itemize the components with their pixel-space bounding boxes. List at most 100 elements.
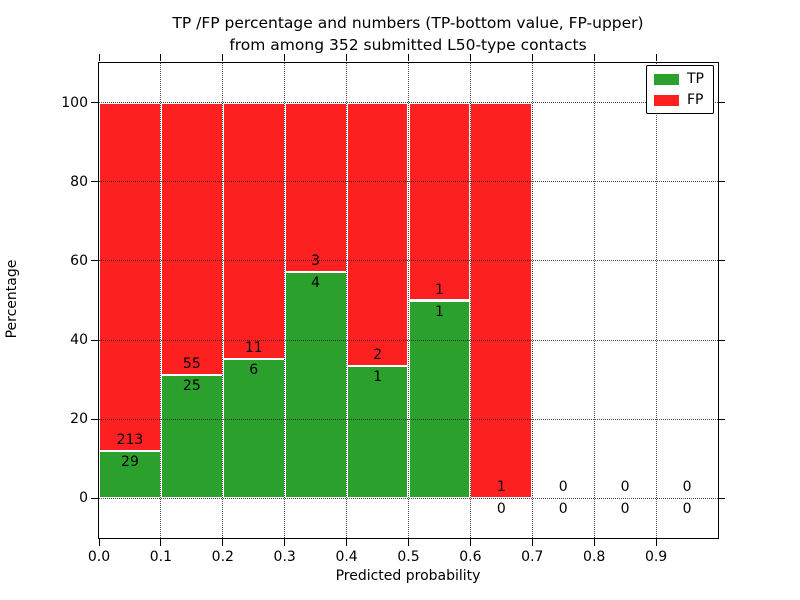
y-tick-label: 20: [70, 411, 88, 428]
fp-count-label: 0: [620, 479, 630, 496]
legend-entry-label: TP: [687, 71, 704, 87]
y-tick-mark-right: [718, 497, 725, 499]
bar-segment-tp: [99, 450, 161, 499]
fp-count-label: 3: [311, 253, 321, 270]
y-tick-mark-right: [718, 102, 725, 104]
legend-entry: FP: [654, 93, 706, 107]
gridline-horizontal: [99, 102, 718, 104]
gridline-horizontal: [99, 497, 718, 499]
x-tick-label: 0.9: [644, 549, 668, 565]
gridline-vertical: [346, 63, 348, 538]
x-tick-mark-top: [160, 54, 162, 61]
fp-count-label: 0: [682, 479, 692, 496]
gridline-vertical: [469, 63, 471, 538]
y-tick-mark: [91, 418, 98, 420]
plot-area: 213 29 55 25 11 6 3 4 2 1 1 1 1 0 0 0 0 0 0 0: [98, 62, 719, 539]
legend: TP FP: [646, 65, 714, 114]
tp-count-label: 29: [121, 453, 139, 470]
gridline-vertical: [655, 63, 657, 538]
y-axis-label: Percentage: [4, 259, 20, 339]
y-tick-label: 40: [70, 332, 88, 349]
bar-segment-tp: [160, 374, 223, 499]
y-tick-mark-right: [718, 418, 725, 420]
x-tick-mark-top: [222, 54, 224, 61]
y-tick-label: 60: [70, 252, 88, 269]
y-tick-mark: [91, 260, 98, 262]
tp-count-label: 6: [249, 361, 259, 378]
gridline-horizontal: [99, 181, 718, 183]
bar-segment-tp: [222, 358, 285, 499]
bar-segment-fp: [222, 102, 285, 359]
legend-entry-label: FP: [687, 92, 704, 108]
gridline-vertical: [593, 63, 595, 538]
x-tick-mark: [655, 539, 657, 546]
gridline-horizontal: [99, 418, 718, 420]
x-tick-label: 0.8: [583, 549, 606, 565]
x-tick-mark-top: [469, 54, 471, 61]
x-tick-mark-top: [284, 54, 286, 61]
y-tick-mark-right: [718, 181, 725, 183]
chart-title: TP /FP percentage and numbers (TP-bottom…: [8, 12, 800, 56]
bar-segment-fp: [284, 102, 347, 273]
bar-segment-fp: [99, 102, 161, 451]
y-tick-mark: [91, 497, 98, 499]
x-tick-mark: [408, 539, 409, 546]
fp-count-label: 1: [434, 281, 444, 298]
x-tick-mark-top: [98, 54, 100, 61]
y-tick-mark: [91, 102, 98, 104]
y-tick-mark: [91, 181, 98, 183]
x-tick-label: 0.5: [397, 549, 420, 565]
tp-count-label: 0: [558, 501, 568, 518]
gridline-horizontal: [99, 260, 718, 262]
x-tick-mark-top: [655, 54, 657, 61]
x-tick-label: 0.6: [459, 549, 482, 565]
tp-count-label: 0: [620, 501, 630, 518]
tp-legend-swatch: [654, 73, 679, 85]
x-tick-mark-top: [593, 54, 595, 61]
y-tick-mark-right: [718, 339, 725, 341]
tp-count-label: 25: [182, 377, 201, 394]
bar-segment-tp: [408, 300, 471, 499]
tp-count-label: 4: [311, 275, 321, 292]
bar-segment-fp: [160, 102, 223, 375]
x-tick-label: 0.4: [335, 549, 358, 565]
x-tick-mark: [160, 539, 162, 546]
x-tick-mark: [222, 539, 224, 546]
tp-count-label: 1: [434, 303, 444, 320]
x-tick-label: 0.7: [521, 549, 544, 565]
bar-segment-fp: [470, 102, 533, 499]
x-tick-mark: [531, 539, 533, 546]
y-tick-label: 80: [70, 173, 88, 190]
gridline-vertical: [222, 63, 224, 538]
x-tick-mark: [284, 539, 286, 546]
x-tick-label: 0.3: [273, 549, 296, 565]
x-tick-mark: [98, 539, 100, 546]
bar-segment-fp: [346, 102, 409, 367]
fp-count-label: 55: [182, 355, 201, 372]
chart-title-line1: TP /FP percentage and numbers (TP-bottom…: [172, 14, 644, 32]
gridline-vertical: [408, 63, 409, 538]
tp-count-label: 1: [373, 369, 382, 386]
x-tick-label: 0.1: [149, 549, 173, 565]
x-tick-mark-top: [408, 54, 409, 61]
tp-count-label: 0: [682, 501, 692, 518]
gridline-horizontal: [99, 339, 718, 341]
fp-count-label: 11: [244, 339, 263, 356]
x-tick-mark: [346, 539, 348, 546]
bar-segment-tp: [284, 272, 347, 499]
tp-count-label: 0: [496, 501, 506, 518]
fp-count-label: 1: [496, 479, 506, 496]
gridline-vertical: [284, 63, 286, 538]
x-tick-label: 0.0: [87, 549, 111, 565]
bar-segment-fp: [408, 102, 471, 301]
gridline-vertical: [531, 63, 533, 538]
gridline-vertical: [160, 63, 162, 538]
x-tick-mark-top: [531, 54, 533, 61]
x-tick-mark: [593, 539, 595, 546]
fp-legend-swatch: [654, 94, 679, 106]
legend-entry: TP: [654, 72, 706, 86]
x-axis-label: Predicted probability: [335, 568, 481, 584]
y-tick-mark: [91, 339, 98, 341]
x-tick-mark-top: [346, 54, 348, 61]
